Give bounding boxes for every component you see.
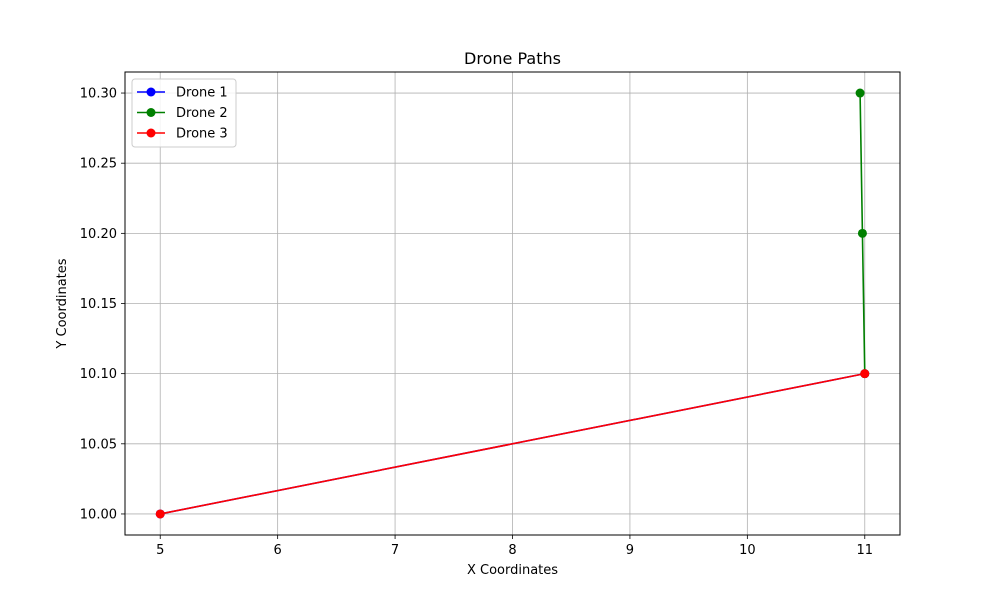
data-point <box>855 88 865 98</box>
x-tick-label: 10 <box>739 543 756 558</box>
x-axis-ticks: 5 6 7 8 9 10 11 <box>156 535 873 558</box>
x-tick-label: 9 <box>626 543 634 558</box>
y-tick-label: 10.25 <box>80 157 117 172</box>
legend-item: Drone 3 <box>137 127 228 142</box>
y-tick-label: 10.30 <box>80 87 117 102</box>
data-point <box>857 228 867 238</box>
x-tick-label: 5 <box>156 543 164 558</box>
y-tick-label: 10.20 <box>80 227 117 242</box>
legend-item: Drone 2 <box>137 106 228 121</box>
y-tick-label: 10.00 <box>80 507 117 522</box>
x-tick-label: 7 <box>391 543 399 558</box>
y-tick-label: 10.10 <box>80 367 117 382</box>
chart-title: Drone Paths <box>464 49 561 68</box>
y-tick-label: 10.15 <box>80 297 117 312</box>
grid <box>125 72 900 535</box>
legend: Drone 1 Drone 2 Drone 3 <box>131 78 237 148</box>
legend-marker <box>146 108 156 117</box>
data-point <box>860 369 870 379</box>
x-tick-label: 6 <box>274 543 282 558</box>
legend-marker <box>146 128 156 138</box>
series-layer <box>155 88 870 519</box>
legend-box <box>131 78 237 148</box>
series-line <box>160 372 865 515</box>
series-drone-3 <box>155 369 870 519</box>
legend-label: Drone 1 <box>176 86 228 101</box>
y-axis-label: Y Coordinates <box>55 258 70 349</box>
legend-marker <box>146 87 156 97</box>
y-tick-label: 10.05 <box>80 437 117 452</box>
data-point <box>155 509 165 519</box>
x-tick-label: 8 <box>508 543 516 558</box>
x-axis-label: X Coordinates <box>467 563 558 578</box>
legend-label: Drone 2 <box>176 106 228 121</box>
y-axis-ticks: 10.00 10.05 10.10 10.15 10.20 10.25 10.30 <box>80 87 125 522</box>
x-tick-label: 11 <box>856 543 873 558</box>
legend-label: Drone 3 <box>176 127 228 142</box>
legend-item: Drone 1 <box>137 86 228 101</box>
